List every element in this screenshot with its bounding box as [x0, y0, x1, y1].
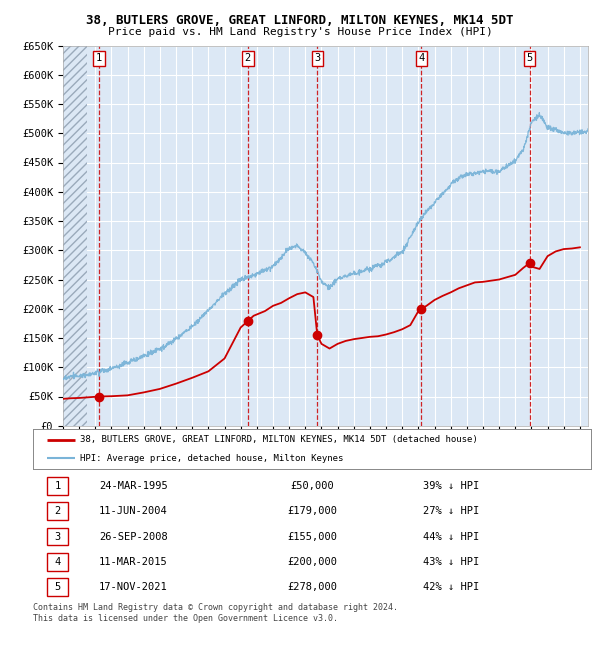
- Text: £179,000: £179,000: [287, 506, 337, 516]
- Text: 3: 3: [55, 532, 61, 541]
- Text: 24-MAR-1995: 24-MAR-1995: [99, 481, 168, 491]
- Text: £278,000: £278,000: [287, 582, 337, 592]
- Text: 2: 2: [245, 53, 251, 63]
- Text: Price paid vs. HM Land Registry's House Price Index (HPI): Price paid vs. HM Land Registry's House …: [107, 27, 493, 37]
- Text: HPI: Average price, detached house, Milton Keynes: HPI: Average price, detached house, Milt…: [80, 454, 344, 463]
- FancyBboxPatch shape: [47, 553, 68, 571]
- Text: 17-NOV-2021: 17-NOV-2021: [99, 582, 168, 592]
- Text: 5: 5: [55, 582, 61, 592]
- Text: 4: 4: [55, 557, 61, 567]
- Text: £50,000: £50,000: [290, 481, 334, 491]
- FancyBboxPatch shape: [47, 477, 68, 495]
- Text: 5: 5: [526, 53, 533, 63]
- Text: 1: 1: [55, 481, 61, 491]
- Text: 39% ↓ HPI: 39% ↓ HPI: [424, 481, 479, 491]
- Text: 11-JUN-2004: 11-JUN-2004: [99, 506, 168, 516]
- Text: 42% ↓ HPI: 42% ↓ HPI: [424, 582, 479, 592]
- FancyBboxPatch shape: [47, 578, 68, 596]
- Text: 1: 1: [96, 53, 102, 63]
- Text: 26-SEP-2008: 26-SEP-2008: [99, 532, 168, 541]
- Text: 38, BUTLERS GROVE, GREAT LINFORD, MILTON KEYNES, MK14 5DT: 38, BUTLERS GROVE, GREAT LINFORD, MILTON…: [86, 14, 514, 27]
- Text: 43% ↓ HPI: 43% ↓ HPI: [424, 557, 479, 567]
- Polygon shape: [63, 46, 87, 426]
- Text: £200,000: £200,000: [287, 557, 337, 567]
- Text: 38, BUTLERS GROVE, GREAT LINFORD, MILTON KEYNES, MK14 5DT (detached house): 38, BUTLERS GROVE, GREAT LINFORD, MILTON…: [80, 436, 478, 445]
- Text: £155,000: £155,000: [287, 532, 337, 541]
- Text: 4: 4: [418, 53, 425, 63]
- FancyBboxPatch shape: [47, 502, 68, 520]
- Text: 27% ↓ HPI: 27% ↓ HPI: [424, 506, 479, 516]
- Text: 2: 2: [55, 506, 61, 516]
- Text: 44% ↓ HPI: 44% ↓ HPI: [424, 532, 479, 541]
- Text: 11-MAR-2015: 11-MAR-2015: [99, 557, 168, 567]
- Text: Contains HM Land Registry data © Crown copyright and database right 2024.
This d: Contains HM Land Registry data © Crown c…: [33, 603, 398, 623]
- Text: 3: 3: [314, 53, 320, 63]
- FancyBboxPatch shape: [47, 528, 68, 545]
